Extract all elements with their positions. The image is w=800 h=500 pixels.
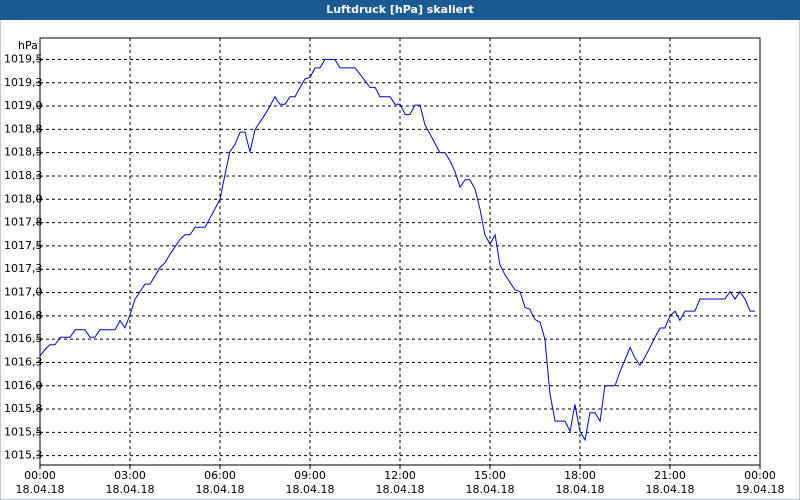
title-bar (0, 0, 800, 20)
x-tick-date: 18.04.18 (106, 483, 155, 496)
plot-border (39, 37, 761, 466)
y-tick-label: 1015,8 (4, 402, 43, 415)
x-tick-date: 18.04.18 (16, 483, 65, 496)
y-tick-label: 1017,5 (4, 239, 43, 252)
x-tick-label: 00:00 (24, 469, 56, 482)
y-tick-label: 1016,0 (4, 379, 43, 392)
x-tick-label: 06:00 (204, 469, 236, 482)
x-tick-label: 21:00 (654, 469, 686, 482)
x-tick-date: 18.04.18 (466, 483, 515, 496)
x-tick-date: 19.04.18 (736, 483, 785, 496)
y-tick-label: 1019,5 (4, 52, 43, 65)
x-tick-label: 00:00 (744, 469, 776, 482)
y-tick-label: 1017,0 (4, 286, 43, 299)
y-tick-label: 1016,8 (4, 309, 43, 322)
y-tick-label: 1018,3 (4, 169, 43, 182)
y-tick-label: 1018,0 (4, 192, 43, 205)
chart-title: Luftdruck [hPa] skaliert (326, 3, 474, 16)
y-tick-label: 1018,5 (4, 146, 43, 159)
x-tick-label: 09:00 (294, 469, 326, 482)
y-tick-label: 1015,3 (4, 449, 43, 462)
x-tick-label: 03:00 (114, 469, 146, 482)
x-tick-date: 18.04.18 (196, 483, 245, 496)
y-tick-label: 1016,5 (4, 332, 43, 345)
y-tick-label: 1017,8 (4, 216, 43, 229)
x-tick-date: 18.04.18 (286, 483, 335, 496)
x-tick-label: 18:00 (564, 469, 596, 482)
x-tick-date: 18.04.18 (556, 483, 605, 496)
x-tick-label: 15:00 (474, 469, 506, 482)
x-tick-date: 18.04.18 (646, 483, 695, 496)
y-tick-label: 1016,3 (4, 355, 43, 368)
x-tick-date: 18.04.18 (376, 483, 425, 496)
y-tick-label: 1018,8 (4, 122, 43, 135)
x-tick-label: 12:00 (384, 469, 416, 482)
y-axis-label: hPa (18, 39, 38, 52)
data-line (39, 58, 755, 442)
y-tick-label: 1019,0 (4, 99, 43, 112)
y-tick-label: 1019,3 (4, 76, 43, 89)
y-tick-label: 1015,5 (4, 425, 43, 438)
y-tick-label: 1017,3 (4, 262, 43, 275)
